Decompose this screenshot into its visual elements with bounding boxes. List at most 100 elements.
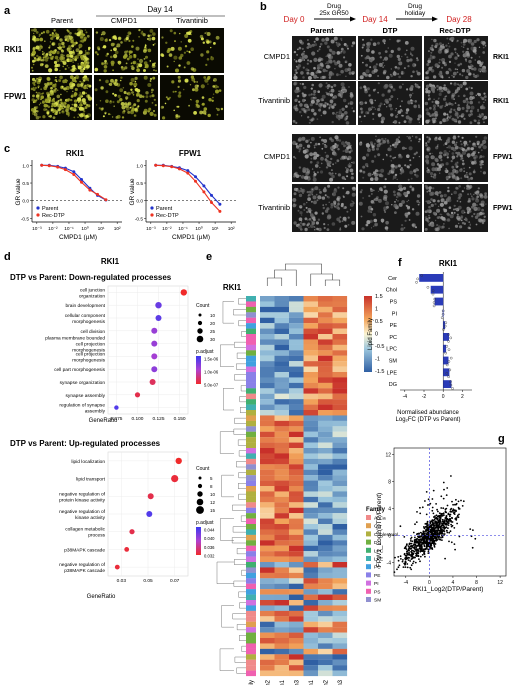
d1-dot <box>151 366 158 373</box>
e-family-legend-swatch <box>366 597 371 602</box>
b-image-r2-c1 <box>292 81 356 125</box>
g-point <box>410 547 413 550</box>
cell <box>294 69 298 72</box>
e-heat-cell <box>332 529 348 535</box>
e-heat-cell <box>303 323 319 329</box>
e-heat-cell <box>303 589 319 595</box>
cell <box>309 190 314 194</box>
g-point <box>404 546 407 548</box>
g-point <box>460 499 462 502</box>
cell <box>472 202 477 207</box>
e-family-cell <box>246 600 256 606</box>
cell <box>475 94 477 97</box>
cell <box>381 93 385 97</box>
cell <box>292 119 296 123</box>
cell <box>51 32 54 35</box>
cell <box>321 147 324 150</box>
cell <box>306 39 309 41</box>
e-heat-cell <box>289 420 304 427</box>
cell <box>83 59 85 61</box>
cell <box>365 48 370 53</box>
panel-b-letter: b <box>260 1 267 13</box>
cell <box>451 174 456 178</box>
cell <box>85 92 88 94</box>
cell <box>470 56 473 59</box>
cell <box>301 82 305 86</box>
cell <box>161 54 165 57</box>
cell <box>49 45 51 47</box>
e-family-legend-label: PI <box>374 581 379 587</box>
cell <box>454 143 457 147</box>
cell <box>143 108 148 113</box>
cell <box>127 31 132 36</box>
g-point <box>418 558 420 560</box>
g-point <box>416 544 418 547</box>
cell <box>70 95 74 98</box>
cell <box>455 208 458 211</box>
cell <box>341 86 346 91</box>
cell <box>134 80 137 83</box>
cell <box>114 82 118 86</box>
cell <box>309 103 313 107</box>
g-point <box>422 548 425 551</box>
g-point <box>445 529 448 532</box>
cell <box>306 62 309 65</box>
cell <box>137 58 139 60</box>
e-heat-cell <box>260 344 275 351</box>
cell <box>220 107 224 111</box>
cell <box>371 145 375 149</box>
cell <box>440 159 443 162</box>
e-heat-cell <box>260 312 275 318</box>
e-heat-cell <box>260 600 275 606</box>
cell <box>310 200 313 203</box>
cell <box>405 111 409 114</box>
e-heat-cell <box>332 638 348 644</box>
e-row-branch <box>233 309 246 316</box>
cell <box>462 43 466 46</box>
cell <box>453 47 457 51</box>
cell <box>128 55 133 59</box>
cell <box>411 54 414 57</box>
cell <box>395 138 400 142</box>
g-point <box>407 556 410 559</box>
cell <box>351 72 355 75</box>
cell <box>131 91 134 94</box>
cell <box>331 174 335 179</box>
e-heat-cell <box>260 502 275 508</box>
cell <box>328 201 330 203</box>
g-point <box>412 546 414 549</box>
cell <box>297 48 299 51</box>
g-point <box>431 547 434 549</box>
cell <box>42 31 46 34</box>
e-heat-cell <box>274 426 290 432</box>
cell <box>483 101 485 104</box>
cell <box>426 167 429 169</box>
cell <box>469 193 472 195</box>
g-point <box>434 524 436 526</box>
cell <box>429 46 434 51</box>
cell <box>425 108 429 112</box>
d1-category-label: brain development <box>66 303 106 309</box>
g-point <box>455 502 458 505</box>
cell <box>73 116 76 119</box>
cell <box>37 85 40 88</box>
cell <box>297 224 302 229</box>
e-heat-cell <box>260 426 275 432</box>
y-tick-label: 1.0 <box>136 163 143 169</box>
e-heat-cell <box>260 453 275 459</box>
d1-count-legend-dot <box>196 335 204 343</box>
cell <box>426 76 430 80</box>
cell <box>480 149 483 152</box>
cell <box>446 212 450 216</box>
cell <box>446 48 449 51</box>
c1-point-Rec-DTP <box>40 163 44 167</box>
cell <box>439 213 442 216</box>
e-heat-cell <box>303 458 319 465</box>
cell <box>306 169 311 174</box>
x-tick-label: 10¹ <box>212 226 219 232</box>
cell <box>206 31 208 33</box>
cell <box>162 106 164 108</box>
e-heat-cell <box>260 458 275 465</box>
cell <box>351 220 356 225</box>
c2-point-Parent <box>186 169 190 173</box>
